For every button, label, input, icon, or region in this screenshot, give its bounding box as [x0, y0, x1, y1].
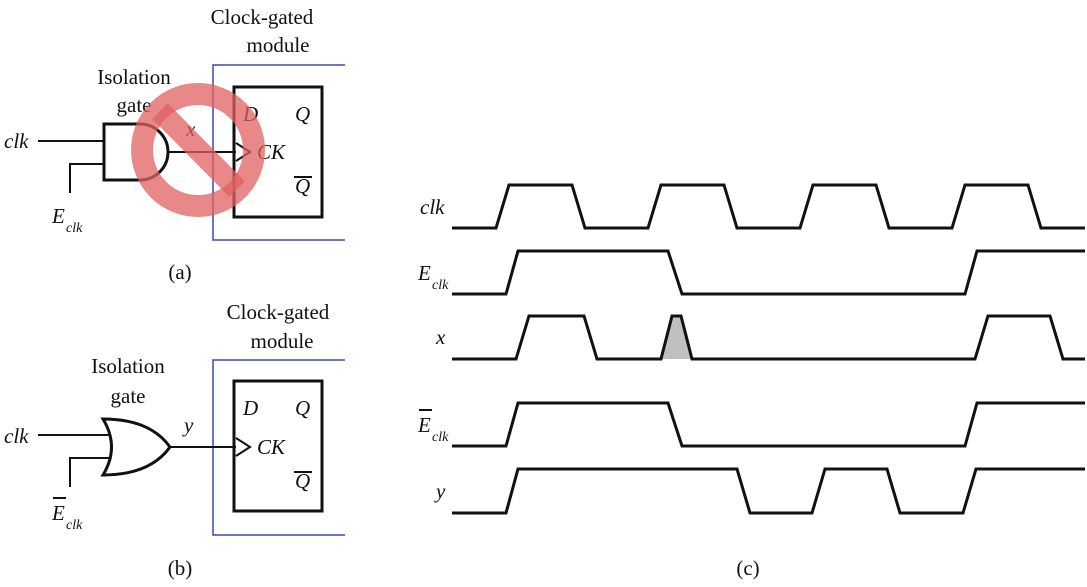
input-enable-a: E — [51, 204, 65, 228]
clock-triangle-b — [235, 437, 252, 457]
module-label-a-line2: module — [247, 33, 310, 57]
glitch-area — [661, 316, 692, 359]
input-clk-a: clk — [4, 129, 29, 153]
module-label-b-line2: module — [251, 329, 314, 353]
gate-label-b-line1: Isolation — [91, 354, 165, 378]
prohibition-icon — [131, 83, 265, 217]
signal-label-eclk-bar: E — [417, 413, 431, 437]
signal-label-y: y — [434, 479, 446, 503]
caption-c: (c) — [736, 556, 759, 580]
waveform-clk — [452, 183, 1085, 230]
signal-label-eclk: E — [417, 261, 431, 285]
waveform-x — [452, 314, 1085, 361]
wire-enable-b — [69, 457, 110, 487]
panel-c-timing-diagram: clk E clk x E clk y (c) — [417, 183, 1085, 580]
ff-q-a: Q — [295, 102, 310, 126]
or-gate-b — [100, 417, 172, 477]
signal-label-eclk-bar-sub: clk — [432, 430, 449, 445]
signal-label-x: x — [435, 325, 446, 349]
ff-d-b: D — [242, 396, 258, 420]
caption-b: (b) — [168, 556, 193, 580]
gate-label-b-line2: gate — [111, 384, 146, 408]
ff-qbar-b: Q — [295, 469, 310, 493]
gate-label-a-line1: Isolation — [97, 65, 171, 89]
panel-a: Clock-gated module Isolation gate clk E … — [4, 5, 345, 284]
waveform-eclk — [452, 249, 1085, 296]
flip-flop-b — [232, 379, 324, 513]
module-label-a-line1: Clock-gated — [211, 5, 314, 29]
panel-b: Clock-gated module Isolation gate clk E … — [4, 300, 345, 580]
input-enable-b: E — [51, 501, 65, 525]
wire-enable-a — [69, 163, 104, 193]
ff-qbar-a: Q — [295, 174, 310, 198]
flip-flop-a — [232, 85, 324, 219]
ff-ck-b: CK — [257, 435, 286, 459]
input-enable-sub-b: clk — [66, 518, 83, 533]
ff-q-b: Q — [295, 396, 310, 420]
waveform-y — [452, 467, 1085, 515]
caption-a: (a) — [168, 260, 191, 284]
module-label-b-line1: Clock-gated — [227, 300, 330, 324]
signal-label-clk: clk — [420, 195, 445, 219]
input-enable-sub-a: clk — [66, 221, 83, 236]
output-label-b: y — [182, 413, 194, 437]
signal-label-eclk-sub: clk — [432, 278, 449, 293]
waveform-eclk-bar — [452, 401, 1085, 448]
input-clk-b: clk — [4, 424, 29, 448]
